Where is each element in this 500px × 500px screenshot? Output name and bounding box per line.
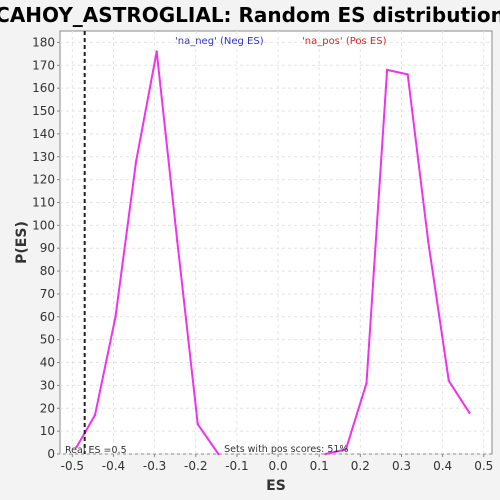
real-es-label: Real ES =0.5 <box>65 445 127 456</box>
x-tick-label: 0.4 <box>433 459 452 473</box>
y-tick-label: 130 <box>32 150 55 164</box>
y-tick-label: 20 <box>40 401 55 415</box>
x-tick-label: 0.1 <box>310 459 329 473</box>
y-tick-label: 110 <box>32 195 55 209</box>
x-tick-label: -0.4 <box>102 459 125 473</box>
legend-pos-es: 'na_pos' (Pos ES) <box>302 36 387 47</box>
y-tick-label: 50 <box>40 333 55 347</box>
data-point <box>324 452 327 456</box>
y-tick-label: 70 <box>40 287 55 301</box>
pos-scores-annotation: Sets with pos scores: 51% <box>224 444 348 455</box>
x-axis: -0.5 -0.4 -0.3 -0.2 -0.1 0.0 0.1 0.2 0.3 0.4 0.5 <box>61 454 493 473</box>
x-axis-label: ES <box>266 478 286 494</box>
y-tick-label: 120 <box>32 173 55 187</box>
y-tick-label: 180 <box>32 35 55 49</box>
data-point <box>93 413 97 417</box>
x-tick-label: 0.5 <box>474 459 493 473</box>
data-point <box>134 160 138 163</box>
data-point <box>385 68 389 72</box>
y-tick-label: 80 <box>40 264 55 278</box>
series-line-pos-es <box>325 68 471 455</box>
data-point <box>427 240 430 243</box>
data-point <box>114 315 117 319</box>
y-tick-label: 150 <box>32 104 55 118</box>
legend-neg-es: 'na_neg' (Neg ES) <box>175 36 264 47</box>
grid-lines <box>60 31 492 455</box>
x-tick-label: -0.2 <box>184 459 207 473</box>
data-point <box>406 73 409 76</box>
y-axis: 0 10 20 30 40 50 60 70 80 90 100 110 120 130 140 150 160… <box>32 35 60 461</box>
plot-area <box>59 30 493 455</box>
y-tick-label: 90 <box>40 241 55 255</box>
y-tick-label: 170 <box>32 58 55 72</box>
data-point <box>155 50 158 53</box>
data-point <box>75 445 78 449</box>
data-point <box>365 381 368 385</box>
x-tick-label: -0.3 <box>143 459 166 473</box>
y-tick-label: 60 <box>40 310 55 324</box>
y-tick-label: 160 <box>32 81 55 95</box>
x-tick-label: -0.1 <box>225 459 248 473</box>
y-tick-label: 0 <box>47 447 55 461</box>
data-point <box>217 452 220 456</box>
y-tick-label: 100 <box>32 218 55 232</box>
x-tick-label: 0.2 <box>351 459 370 473</box>
x-tick-label: 0.0 <box>269 459 288 473</box>
x-tick-label: -0.5 <box>61 459 84 473</box>
data-point <box>447 379 450 383</box>
data-point <box>176 240 179 243</box>
y-tick-label: 30 <box>40 378 55 392</box>
y-tick-label: 10 <box>40 424 55 438</box>
y-axis-label: P(ES) <box>14 221 30 264</box>
series-layer <box>75 50 471 456</box>
data-point <box>344 448 348 451</box>
y-tick-label: 140 <box>32 127 55 141</box>
data-point <box>468 411 471 415</box>
data-point <box>196 423 200 426</box>
chart-title: CAHOY_ASTROGLIAL: Random ES distribution <box>0 3 500 27</box>
series-line-neg-es <box>75 50 220 455</box>
y-tick-label: 40 <box>40 356 55 370</box>
x-tick-label: 0.3 <box>392 459 411 473</box>
